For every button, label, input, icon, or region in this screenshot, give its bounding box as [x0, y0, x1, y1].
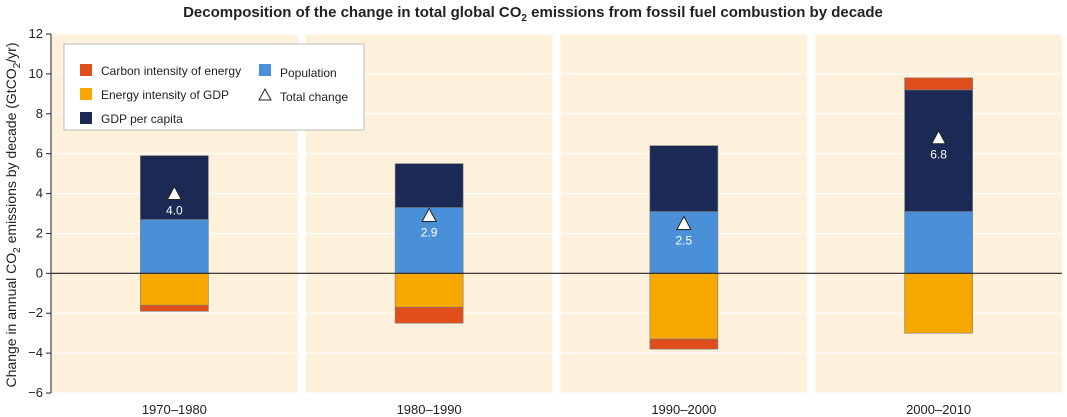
bar-carbon-intensity-of-energy-1990–2000: [649, 338, 719, 350]
bar-gdp-per-capita-1990–2000: [649, 145, 719, 212]
total-change-marker-2000–2010: [930, 129, 947, 145]
legend-swatch-population: [259, 64, 271, 76]
legend-label-carbon-intensity: Carbon intensity of energy: [101, 64, 241, 78]
total-change-label-1970–1980: 4.0: [166, 204, 183, 218]
legend-label-gdp-per-capita: GDP per capita: [101, 112, 183, 126]
bar-population-2000–2010: [904, 211, 973, 274]
y-tick-label: −2: [28, 305, 43, 320]
bar-carbon-intensity-of-energy-1970–1980: [140, 304, 209, 312]
legend-swatch-carbon-intensity: [80, 64, 92, 76]
x-tick-label-1990–2000: 1990–2000: [651, 402, 716, 417]
legend-label-energy-intensity: Energy intensity of GDP: [101, 88, 229, 102]
y-tick-label: 12: [29, 26, 43, 41]
y-tick-label: 10: [29, 66, 43, 81]
y-tick-label: 6: [36, 146, 43, 161]
legend-triangle-icon: [258, 87, 272, 101]
y-tick-label: 2: [36, 225, 43, 240]
x-tick-label-2000–2010: 2000–2010: [906, 402, 971, 417]
y-axis-label: Change in annual CO2 emissions by decade…: [3, 43, 23, 388]
x-axis: 1970–1980 1980–1990 1990–2000 2000–2010: [142, 402, 971, 417]
total-change-marker-1970–1980: [166, 185, 183, 201]
bar-energy-intensity-of-gdp-2000–2010: [904, 273, 973, 334]
y-tick-label: −4: [28, 345, 43, 360]
y-tick-label: −6: [28, 385, 43, 400]
legend: Carbon intensity of energy Energy intens…: [63, 43, 365, 131]
bar-energy-intensity-of-gdp-1970–1980: [140, 273, 209, 306]
y-tick-label: 8: [36, 106, 43, 121]
legend-label-population: Population: [280, 66, 337, 80]
bar-gdp-per-capita-1980–1990: [394, 163, 464, 208]
total-change-label-1990–2000: 2.5: [676, 233, 693, 247]
bar-carbon-intensity-of-energy-1980–1990: [394, 306, 464, 324]
bar-carbon-intensity-of-energy-2000–2010: [904, 77, 973, 91]
legend-swatch-gdp-per-capita: [80, 112, 92, 124]
x-tick-label-1970–1980: 1970–1980: [142, 402, 207, 417]
bar-population-1970–1980: [140, 219, 209, 274]
total-change-label-2000–2010: 6.8: [930, 148, 947, 162]
bar-energy-intensity-of-gdp-1980–1990: [394, 273, 464, 308]
chart-title: Decomposition of the change in total glo…: [183, 4, 883, 24]
total-change-marker-1990–2000: [676, 215, 692, 230]
total-change-label-1980–1990: 2.9: [421, 225, 438, 239]
legend-box: [63, 43, 365, 131]
legend-swatch-energy-intensity: [80, 88, 92, 100]
legend-label-total-change: Total change: [280, 90, 348, 104]
y-axis: −6 −4 −2 0 2 4 6 8 10 12: [28, 26, 52, 400]
y-tick-label: 4: [36, 186, 43, 201]
x-tick-label-1980–1990: 1980–1990: [397, 402, 462, 417]
total-change-marker-1980–1990: [421, 207, 437, 222]
bar-energy-intensity-of-gdp-1990–2000: [649, 273, 719, 340]
y-tick-label: 0: [36, 265, 43, 280]
